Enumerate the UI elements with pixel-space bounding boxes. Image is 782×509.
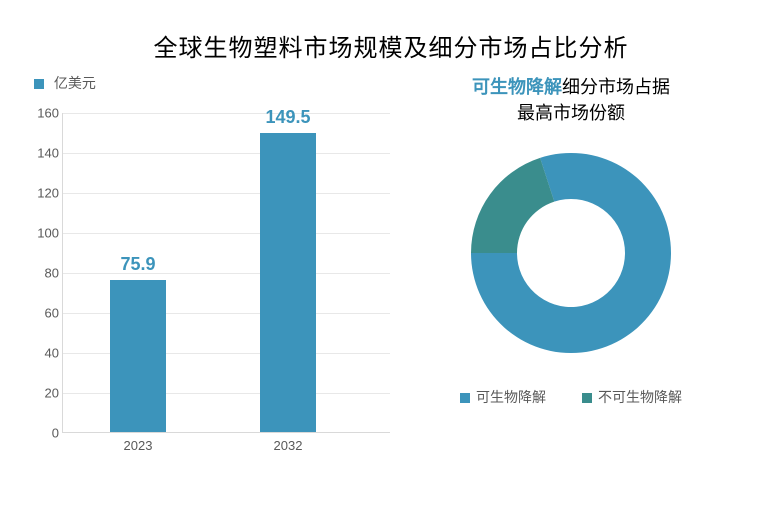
bar: 75.9 bbox=[110, 280, 166, 432]
donut-segment bbox=[471, 158, 554, 253]
donut-svg bbox=[461, 143, 681, 363]
donut-wrap bbox=[390, 143, 752, 363]
donut-title: 可生物降解细分市场占据 最高市场份额 bbox=[390, 73, 752, 125]
bar-chart-area: 02040608010012014016075.92023149.52032 bbox=[62, 113, 390, 433]
y-tick-label: 160 bbox=[33, 106, 59, 121]
y-tick-label: 120 bbox=[33, 186, 59, 201]
gridline bbox=[63, 113, 390, 114]
bar-value-label: 149.5 bbox=[260, 107, 316, 128]
donut-legend-item: 不可生物降解 bbox=[582, 389, 682, 405]
bar-legend-label: 亿美元 bbox=[54, 75, 96, 91]
gridline bbox=[63, 193, 390, 194]
chart-title: 全球生物塑料市场规模及细分市场占比分析 bbox=[0, 0, 782, 63]
donut-legend: 可生物降解 不可生物降解 bbox=[390, 387, 752, 407]
donut-legend-label: 不可生物降解 bbox=[598, 389, 682, 405]
donut-legend-item: 可生物降解 bbox=[460, 389, 546, 405]
y-tick-label: 20 bbox=[33, 386, 59, 401]
donut-title-rest1: 细分市场占据 bbox=[562, 77, 670, 97]
bar: 149.5 bbox=[260, 133, 316, 432]
y-tick-label: 0 bbox=[33, 426, 59, 441]
donut-title-line2: 最高市场份额 bbox=[517, 103, 625, 123]
donut-title-highlight: 可生物降解 bbox=[472, 77, 562, 97]
bar-value-label: 75.9 bbox=[110, 254, 166, 275]
y-tick-label: 40 bbox=[33, 346, 59, 361]
bar-chart-panel: 亿美元 02040608010012014016075.92023149.520… bbox=[30, 73, 390, 433]
content-row: 亿美元 02040608010012014016075.92023149.520… bbox=[0, 63, 782, 433]
y-tick-label: 80 bbox=[33, 266, 59, 281]
bar-legend-swatch bbox=[34, 79, 44, 89]
gridline bbox=[63, 233, 390, 234]
donut-legend-label: 可生物降解 bbox=[476, 389, 546, 405]
gridline bbox=[63, 153, 390, 154]
x-tick-label: 2023 bbox=[108, 438, 168, 453]
x-tick-label: 2032 bbox=[258, 438, 318, 453]
y-tick-label: 100 bbox=[33, 226, 59, 241]
bar-legend: 亿美元 bbox=[34, 73, 390, 93]
y-tick-label: 140 bbox=[33, 146, 59, 161]
donut-chart-panel: 可生物降解细分市场占据 最高市场份额 可生物降解不可生物降解 bbox=[390, 73, 752, 433]
donut-legend-swatch bbox=[460, 393, 470, 403]
y-tick-label: 60 bbox=[33, 306, 59, 321]
donut-legend-swatch bbox=[582, 393, 592, 403]
